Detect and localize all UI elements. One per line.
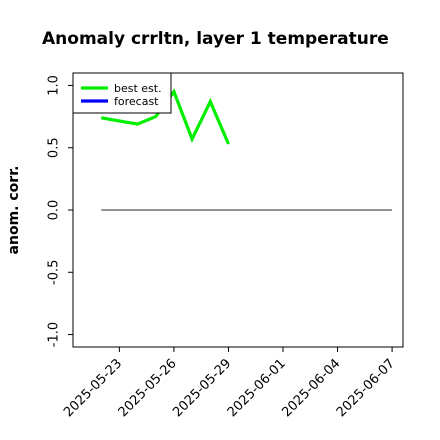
legend-label-forecast: forecast — [114, 95, 159, 108]
y-tick-label: -1.0 — [47, 322, 62, 347]
legend-label-best-est: best est. — [114, 82, 162, 95]
y-tick-label: 1.0 — [47, 75, 62, 96]
y-tick-label: 0.5 — [47, 137, 62, 158]
y-tick-label: 0.0 — [47, 200, 62, 221]
chart-title: Anomaly crrltn, layer 1 temperature — [42, 29, 389, 49]
y-axis-label: anom. corr. — [6, 166, 22, 255]
series-line-best-est — [100, 88, 230, 145]
plot-area: -1.0-0.50.00.51.02025-05-232025-05-26202… — [47, 72, 404, 420]
x-tick-label: 2025-06-07 — [334, 356, 398, 420]
y-tick-label: -0.5 — [47, 260, 62, 285]
legend-box — [72, 72, 172, 114]
